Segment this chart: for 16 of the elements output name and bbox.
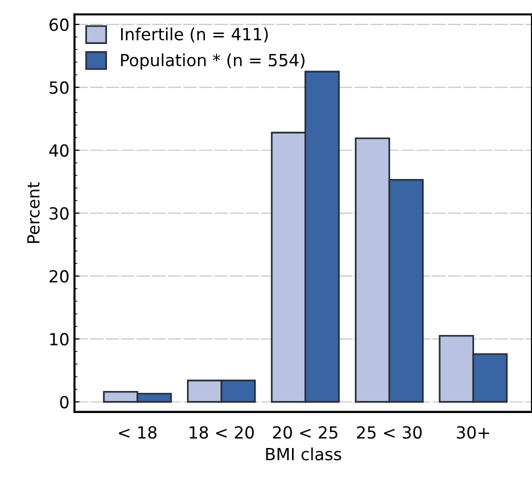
y-tick-label: 0 [60,396,69,408]
x-tick-label: < 18 [118,426,157,439]
legend-label: Infertile (n = 411) [121,28,268,42]
y-tick-label: 60 [50,18,69,32]
y-tick-label: 20 [50,270,69,283]
x-axis-title: BMI class [266,448,342,460]
x-tick-label: 30+ [456,426,490,439]
legend-label: Population * (n = 554) [121,54,304,70]
y-tick-label: 40 [49,144,69,157]
x-tick-label: 20 < 25 [273,426,338,439]
x-tick-label: 18 < 20 [190,426,254,439]
y-tick-label: 30 [50,207,69,220]
y-tick-label: 10 [50,332,69,346]
x-tick-label: 25 < 30 [357,426,422,439]
y-tick-label: 50 [50,81,69,94]
y-axis-title: Percent [27,182,40,243]
